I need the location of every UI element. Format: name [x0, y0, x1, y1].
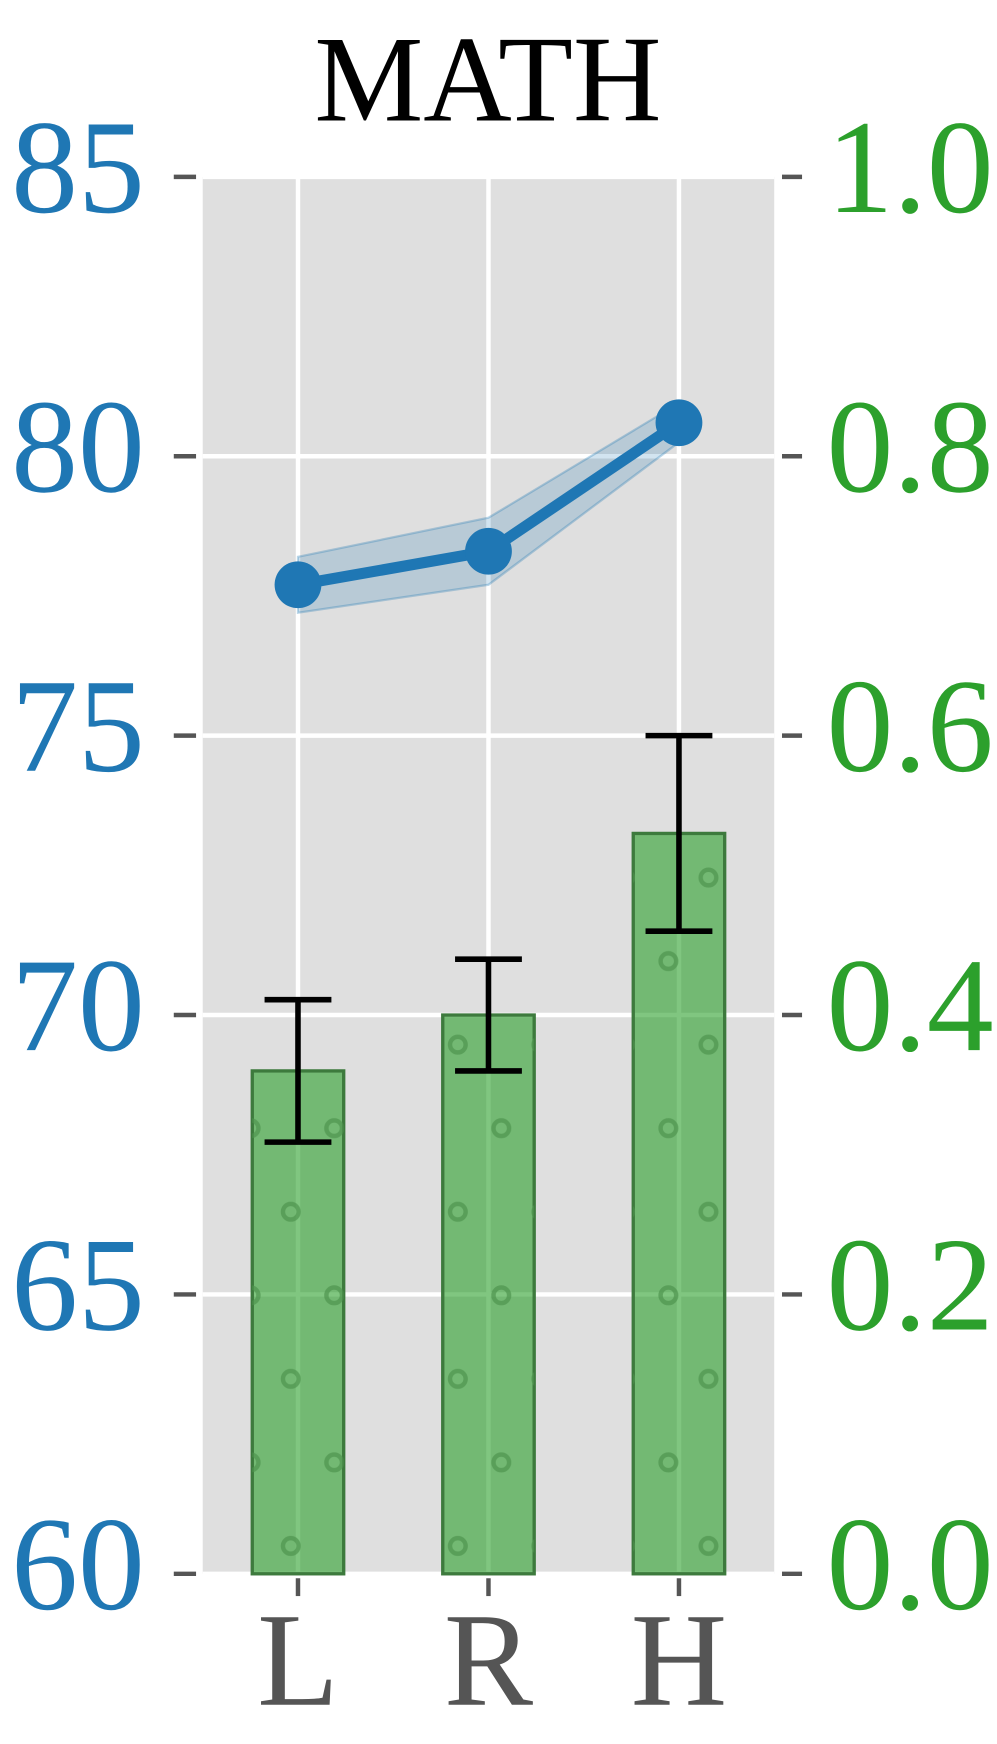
error-bar	[645, 732, 713, 935]
y-tick-label: 60	[11, 1490, 145, 1638]
y2-tick-label: 0.4	[827, 931, 994, 1079]
line-point	[655, 399, 703, 447]
bar-hatch	[252, 1070, 344, 1574]
y-tick-label: 85	[11, 93, 145, 241]
chart-title: MATH	[314, 11, 661, 147]
bar-hatch	[633, 833, 725, 1574]
error-bar	[455, 956, 522, 1074]
line-point	[465, 527, 512, 575]
error-bar	[264, 996, 332, 1145]
bar-hatch	[442, 1015, 535, 1574]
y2-tick-label: 0.0	[827, 1490, 994, 1638]
y2-tick-label: 0.8	[827, 372, 994, 520]
y-tick-label: 80	[11, 372, 145, 520]
line-point	[274, 561, 322, 609]
y-tick-label: 70	[11, 931, 145, 1079]
x-tick-label: H	[631, 1586, 728, 1734]
y2-tick-label: 0.2	[827, 1211, 994, 1359]
y-tick-label: 65	[11, 1211, 145, 1359]
y-tick-label: 75	[11, 652, 145, 800]
x-tick-label: R	[444, 1586, 533, 1734]
x-tick-label: L	[257, 1586, 339, 1734]
y2-tick-label: 0.6	[827, 652, 994, 800]
y2-tick-label: 1.0	[827, 93, 994, 241]
